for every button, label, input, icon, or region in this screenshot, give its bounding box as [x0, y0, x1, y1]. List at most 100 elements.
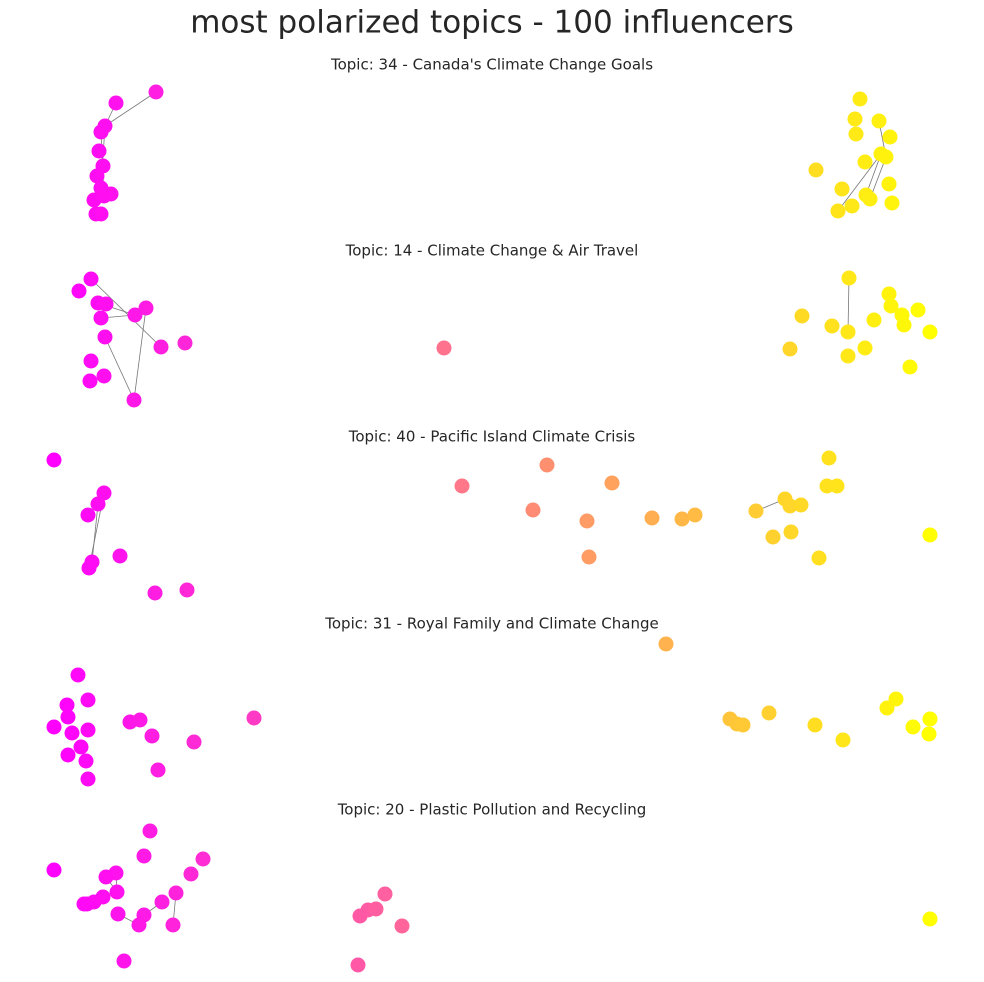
node	[581, 549, 597, 565]
panel-title: Topic: 31 - Royal Family and Climate Cha…	[324, 615, 658, 633]
node	[922, 711, 938, 727]
node	[80, 692, 96, 708]
node	[604, 475, 620, 491]
node	[674, 511, 690, 527]
node	[835, 732, 851, 748]
node	[539, 457, 555, 473]
nodes	[46, 84, 938, 973]
node	[884, 195, 900, 211]
node	[80, 771, 96, 787]
node	[436, 340, 452, 356]
node	[116, 953, 132, 969]
node	[83, 353, 99, 369]
node	[782, 498, 798, 514]
node	[761, 705, 777, 721]
node	[857, 154, 873, 170]
node	[90, 496, 106, 512]
node	[352, 908, 368, 924]
node	[78, 753, 94, 769]
node	[834, 181, 850, 197]
node	[811, 550, 827, 566]
node	[866, 312, 882, 328]
node	[882, 129, 898, 145]
node	[246, 710, 262, 726]
node	[86, 192, 102, 208]
node	[93, 310, 109, 326]
node	[148, 84, 164, 100]
node	[83, 271, 99, 287]
node	[644, 510, 660, 526]
node	[144, 728, 160, 744]
node	[368, 901, 384, 917]
node	[829, 478, 845, 494]
node	[922, 527, 938, 543]
node	[59, 697, 75, 713]
edge	[104, 91, 157, 127]
panel-title: Topic: 20 - Plastic Pollution and Recycl…	[337, 801, 647, 819]
panel-title: Topic: 34 - Canada's Climate Change Goal…	[330, 56, 653, 74]
node	[179, 582, 195, 598]
node	[896, 317, 912, 333]
node	[922, 911, 938, 927]
edge	[90, 278, 162, 348]
node	[857, 340, 873, 356]
node	[147, 585, 163, 601]
node	[73, 739, 89, 755]
node	[60, 747, 76, 763]
node	[830, 203, 846, 219]
node	[183, 866, 199, 882]
figure-title: most polarized topics - 100 influencers	[190, 5, 794, 41]
node	[127, 307, 143, 323]
node	[80, 722, 96, 738]
node	[131, 917, 147, 933]
node	[748, 503, 764, 519]
node	[96, 485, 112, 501]
node	[881, 286, 897, 302]
node	[46, 719, 62, 735]
node	[847, 111, 863, 127]
node	[377, 886, 393, 902]
node	[89, 168, 105, 184]
node	[93, 124, 109, 140]
node	[824, 318, 840, 334]
node	[350, 957, 366, 973]
node	[394, 918, 410, 934]
node	[883, 298, 899, 314]
node	[878, 149, 894, 165]
node	[98, 869, 114, 885]
node	[168, 885, 184, 901]
node	[46, 862, 62, 878]
node	[848, 126, 864, 142]
node	[177, 335, 193, 351]
node	[136, 848, 152, 864]
node	[782, 341, 798, 357]
edge	[104, 336, 135, 401]
node	[879, 700, 895, 716]
node	[132, 712, 148, 728]
node	[852, 91, 868, 107]
node	[840, 324, 856, 340]
node	[902, 359, 918, 375]
node	[821, 450, 837, 466]
node	[126, 392, 142, 408]
edge	[847, 277, 850, 333]
node	[153, 339, 169, 355]
node	[841, 270, 857, 286]
node	[80, 507, 96, 523]
node	[46, 452, 62, 468]
node	[81, 560, 97, 576]
node	[922, 324, 938, 340]
node	[871, 113, 887, 129]
node	[881, 176, 897, 192]
edge	[133, 307, 147, 401]
node	[793, 497, 809, 513]
node	[783, 524, 799, 540]
node	[921, 726, 937, 742]
node	[112, 548, 128, 564]
node	[154, 894, 170, 910]
node	[910, 302, 926, 318]
node	[60, 709, 76, 725]
node	[195, 851, 211, 867]
